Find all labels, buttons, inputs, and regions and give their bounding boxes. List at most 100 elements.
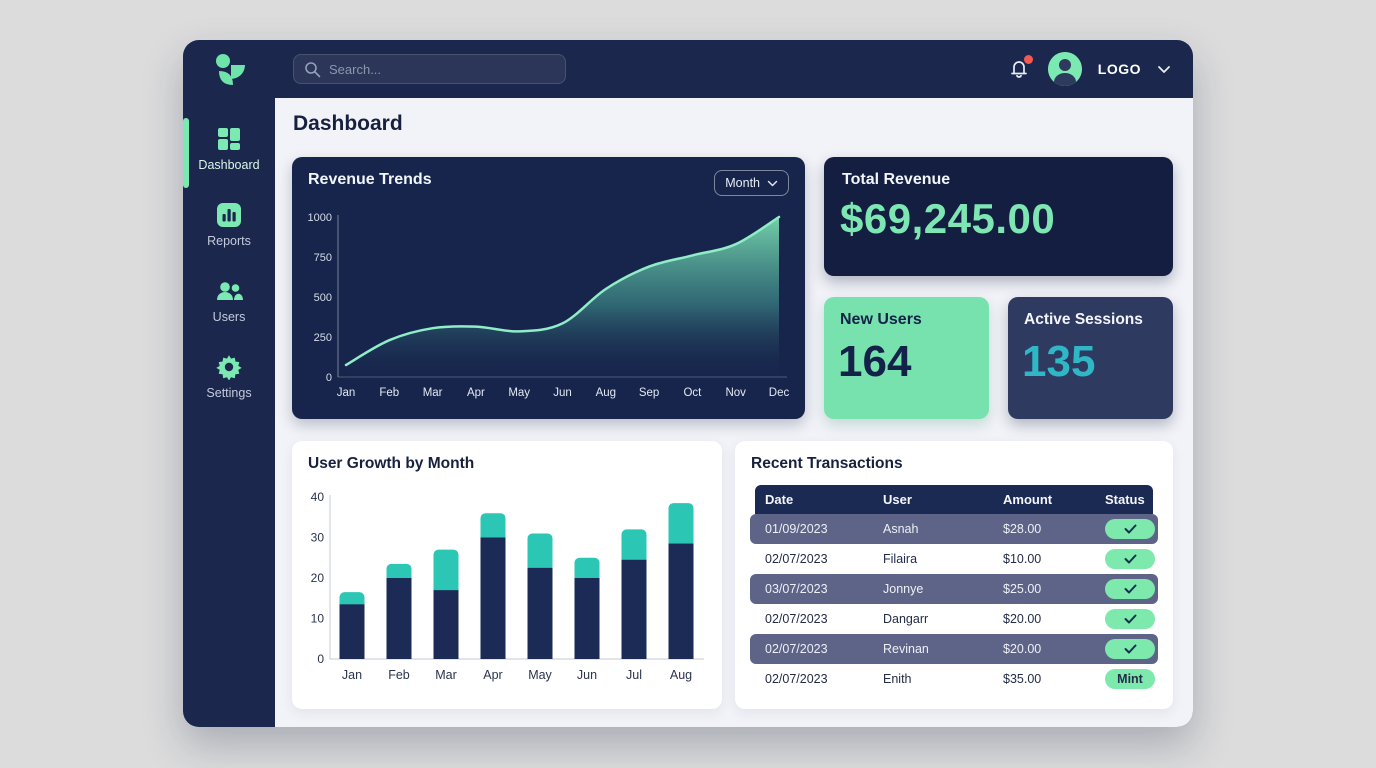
sidebar-item-settings[interactable]: Settings [183,354,275,416]
sidebar-item-label: Settings [206,386,252,400]
table-row: 02/07/2023 Filaira $10.00 [755,544,1155,574]
svg-text:Feb: Feb [379,387,399,399]
revenue-trends-title: Revenue Trends [308,171,432,188]
check-icon [1124,524,1136,534]
revenue-area-chart: 0 250 500 750 1000 Jan Feb Mar Apr May Jun Aug Sep Oc… [308,212,790,399]
table-row: 02/07/2023 Enith $35.00 Mint [755,664,1155,694]
bar-chart-icon [217,203,241,227]
svg-text:1000: 1000 [308,212,332,224]
table-cell-user: Revinan [883,642,929,656]
table-cell-date: 02/07/2023 [765,612,828,626]
search-icon [305,61,321,77]
table-cell-amount: $28.00 [1003,522,1042,536]
check-icon [1124,614,1136,624]
svg-text:Jun: Jun [577,668,597,682]
sidebar-item-label: Users [212,310,246,324]
sidebar-nav: Dashboard Reports Users [183,126,275,416]
status-badge-check [1105,609,1155,629]
transactions-table: Date User Amount Status 01/09/2023 Asnah $… [750,485,1158,694]
svg-text:Sep: Sep [639,387,659,399]
period-dropdown-value: Month [725,176,760,190]
period-dropdown[interactable]: Month [714,170,789,196]
table-cell-user: Asnah [883,522,919,536]
svg-text:Jan: Jan [342,668,362,682]
active-sessions-card: Active Sessions 135 [1008,297,1173,419]
notification-badge [1023,55,1033,64]
table-cell-date: 02/07/2023 [765,552,828,566]
svg-text:Oct: Oct [683,387,702,399]
total-revenue-label: Total Revenue [842,171,951,188]
table-cell-date: 02/07/2023 [765,672,828,686]
table-cell-user: Dangarr [883,612,929,626]
search-box[interactable] [293,54,566,84]
user-growth-bar-chart: 0 10 20 30 40 Jan Feb Mar Apr May Jun Jul Aug [311,490,704,682]
table-cell-user: Jonnye [883,582,924,596]
chevron-down-icon[interactable] [1157,65,1171,74]
table-cell-user: Enith [883,672,912,686]
status-badge-check [1105,519,1155,539]
svg-text:0: 0 [326,372,332,384]
svg-text:20: 20 [311,571,325,585]
sidebar-item-users[interactable]: Users [183,278,275,340]
svg-text:30: 30 [311,531,325,545]
revenue-trends-card: Revenue Trends Month 0 250 500 750 1000 Jan Fe… [292,157,805,419]
column-header: Amount [1003,492,1053,507]
notifications-button[interactable] [1008,55,1033,81]
transactions-table-header: Date User Amount Status [755,485,1153,514]
table-cell-amount: $25.00 [1003,582,1042,596]
topbar: LOGO [275,40,1193,98]
table-cell-amount: $20.00 [1003,642,1042,656]
sidebar-item-reports[interactable]: Reports [183,202,275,264]
active-sessions-value: 135 [1022,337,1096,386]
table-cell-amount: $10.00 [1003,552,1042,566]
svg-text:750: 750 [314,252,332,264]
table-row: 01/09/2023 Asnah $28.00 [750,514,1158,544]
sidebar-item-label: Dashboard [198,158,260,172]
svg-text:40: 40 [311,490,325,504]
svg-text:Apr: Apr [467,387,485,399]
sidebar-item-dashboard[interactable]: Dashboard [183,126,275,188]
table-cell-amount: $35.00 [1003,672,1042,686]
table-cell-amount: $20.00 [1003,612,1042,626]
sidebar-item-label: Reports [207,234,251,248]
svg-text:0: 0 [317,652,324,666]
svg-text:Feb: Feb [388,668,410,682]
table-cell-date: 03/07/2023 [765,582,828,596]
new-users-label: New Users [840,311,922,328]
chevron-down-icon [767,180,778,186]
status-badge-check [1105,639,1155,659]
search-input[interactable] [329,61,555,77]
transactions-rows: 01/09/2023 Asnah $28.00 02/07/2023 Filaira $1… [750,514,1158,694]
status-badge-text: Mint [1105,669,1155,689]
column-header: User [883,492,912,507]
table-cell-date: 01/09/2023 [765,522,828,536]
bell-icon [1010,61,1027,78]
column-header: Status [1105,492,1145,507]
svg-text:10: 10 [311,612,325,626]
svg-text:Dec: Dec [769,387,790,399]
app-logo[interactable] [183,50,275,88]
total-revenue-card: Total Revenue $69,245.00 [824,157,1173,276]
table-cell-date: 02/07/2023 [765,642,828,656]
total-revenue-value: $69,245.00 [840,195,1056,242]
table-row: 02/07/2023 Dangarr $20.00 [755,604,1155,634]
svg-text:250: 250 [314,332,332,344]
user-growth-title: User Growth by Month [308,455,475,472]
svg-text:May: May [528,668,552,682]
svg-text:Nov: Nov [725,387,746,399]
sidebar: Dashboard Reports Users [183,40,275,727]
svg-text:Mar: Mar [423,387,443,399]
svg-text:Jun: Jun [553,387,572,399]
recent-transactions-card: Recent Transactions Date User Amount Sta… [735,441,1173,709]
svg-text:Mar: Mar [435,668,457,682]
topbar-right: LOGO [1008,40,1171,98]
svg-text:Apr: Apr [483,668,502,682]
table-cell-user: Filaira [883,552,918,566]
recent-transactions-title: Recent Transactions [751,455,903,472]
svg-text:Aug: Aug [670,668,692,682]
svg-text:Jul: Jul [626,668,642,682]
page-title: Dashboard [293,112,403,135]
avatar[interactable] [1047,52,1082,86]
table-row: 03/07/2023 Jonnye $25.00 [750,574,1158,604]
check-icon [1124,584,1136,594]
